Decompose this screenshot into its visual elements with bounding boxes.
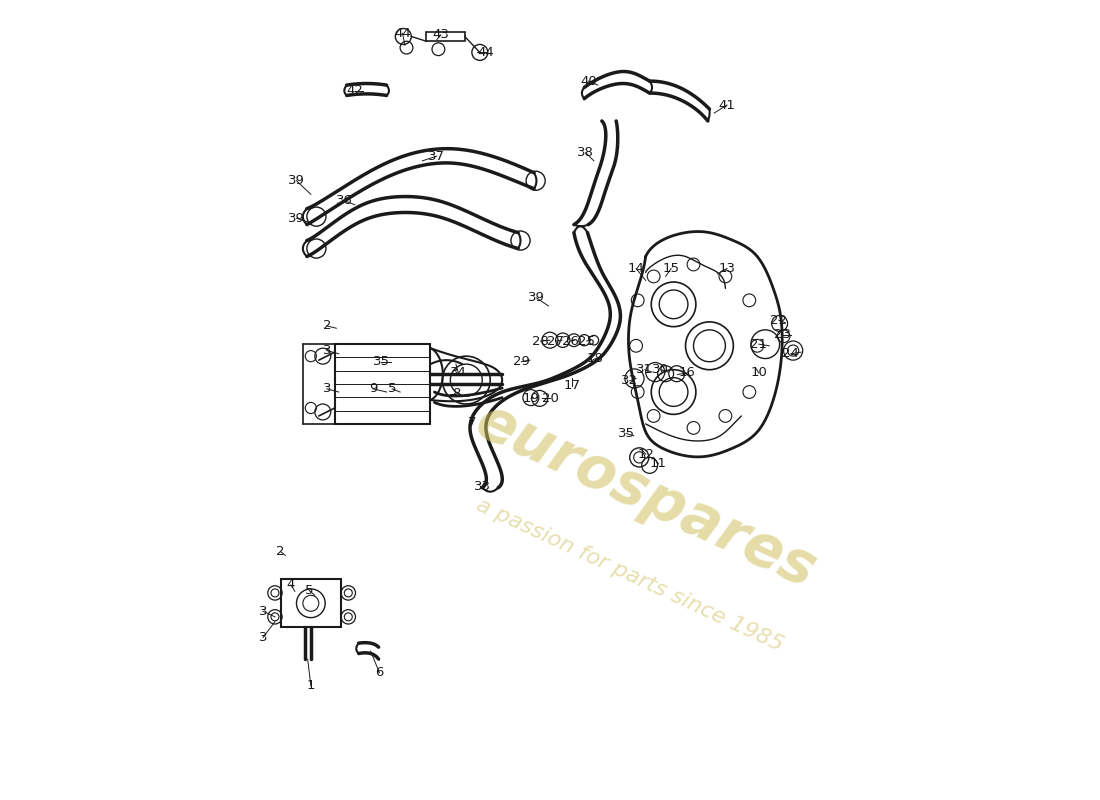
Text: 41: 41	[718, 98, 736, 111]
Text: 23: 23	[774, 328, 791, 341]
Text: 3: 3	[322, 382, 331, 395]
Text: 5: 5	[388, 382, 396, 395]
Text: 43: 43	[432, 28, 449, 42]
Text: 44: 44	[394, 26, 411, 40]
Text: 7: 7	[468, 416, 476, 429]
Text: 29: 29	[513, 355, 530, 368]
Text: 32: 32	[621, 374, 638, 387]
Text: 27: 27	[547, 334, 564, 347]
Text: 40: 40	[580, 74, 596, 88]
Text: 37: 37	[428, 150, 446, 162]
Text: 31: 31	[637, 363, 653, 376]
Text: 44: 44	[477, 46, 495, 59]
Text: 13: 13	[718, 262, 736, 275]
Text: 8: 8	[452, 387, 460, 400]
Text: 39: 39	[288, 212, 305, 225]
Text: 22: 22	[770, 314, 788, 326]
Text: 3: 3	[258, 605, 267, 618]
Text: 21: 21	[750, 338, 768, 350]
Text: 14: 14	[628, 262, 645, 275]
Text: 19: 19	[522, 392, 539, 405]
Text: 20: 20	[541, 392, 559, 405]
Text: 42: 42	[346, 84, 363, 97]
Text: 28: 28	[532, 334, 549, 347]
Text: 33: 33	[474, 479, 491, 493]
Text: 2: 2	[322, 319, 331, 332]
Text: 36: 36	[336, 194, 353, 207]
Text: 11: 11	[650, 458, 667, 470]
Text: 3: 3	[322, 344, 331, 357]
Text: 24: 24	[782, 347, 800, 360]
Bar	[282, 579, 341, 627]
Text: 12: 12	[637, 448, 654, 461]
Text: 18: 18	[587, 352, 604, 365]
Text: 35: 35	[373, 355, 389, 368]
Text: 5: 5	[305, 584, 314, 597]
Text: 30: 30	[652, 363, 669, 376]
Text: 10: 10	[750, 366, 768, 379]
Text: 1: 1	[307, 679, 315, 692]
Text: 39: 39	[528, 291, 544, 305]
Text: 39: 39	[288, 174, 305, 187]
Text: 17: 17	[564, 379, 581, 392]
Text: 34: 34	[450, 366, 466, 379]
Text: 2: 2	[276, 545, 285, 558]
Text: eurospares: eurospares	[466, 392, 825, 599]
Text: 15: 15	[662, 262, 680, 275]
Bar	[427, 32, 464, 42]
Text: a passion for parts since 1985: a passion for parts since 1985	[473, 495, 786, 655]
Text: 3: 3	[258, 631, 267, 644]
Text: 35: 35	[618, 427, 635, 440]
Text: 9: 9	[368, 382, 377, 395]
Bar	[334, 344, 430, 424]
Text: 16: 16	[679, 366, 695, 379]
Text: 26: 26	[562, 334, 580, 347]
Text: 38: 38	[578, 146, 594, 159]
Text: 4: 4	[287, 578, 295, 591]
Text: 25: 25	[579, 334, 595, 347]
Text: 6: 6	[375, 666, 384, 679]
